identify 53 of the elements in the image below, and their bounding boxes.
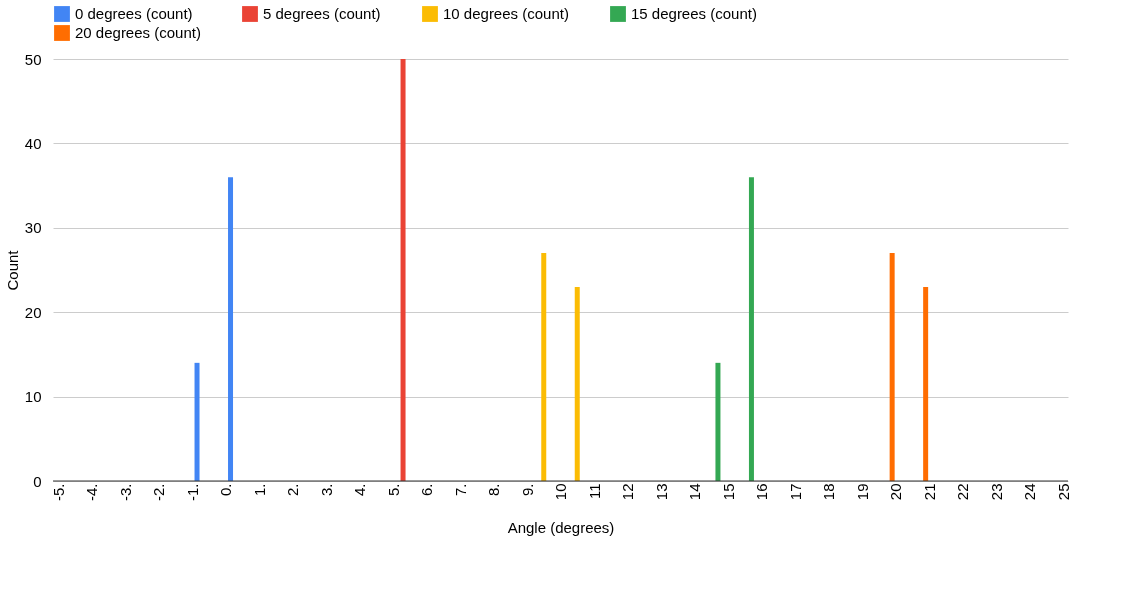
x-tick-label: 18 (820, 483, 837, 501)
x-tick-label: 12 (619, 483, 636, 501)
y-tick-label: 30 (24, 219, 42, 237)
x-tick-label: -1. (183, 483, 201, 502)
x-tick-label: 10 (552, 483, 569, 501)
y-tick-label: 0 (33, 472, 42, 490)
y-tick-label: 40 (24, 134, 42, 152)
bar (228, 177, 234, 481)
x-tick-label: 17 (786, 483, 804, 501)
legend-label: 5 degrees (count) (263, 5, 381, 22)
bar (574, 286, 580, 481)
legend-label: 20 degrees (count) (75, 24, 201, 41)
x-tick-label: 6. (418, 483, 435, 497)
bar (748, 177, 754, 481)
x-tick-label: 21 (920, 483, 938, 501)
bar (541, 253, 547, 481)
x-tick-label: 11 (585, 483, 603, 500)
x-tick-label: 2. (284, 483, 301, 497)
x-tick-label: -2. (150, 483, 167, 502)
legend-label: 15 degrees (count) (631, 5, 757, 22)
x-tick-label: 9. (518, 483, 536, 497)
legend-label: 10 degrees (count) (443, 5, 569, 22)
bar (194, 362, 200, 481)
x-axis-title: Angle (degrees) (507, 519, 615, 536)
x-tick-label: 25 (1054, 483, 1072, 501)
x-tick-label: 4. (351, 483, 368, 497)
bar (715, 362, 721, 481)
x-tick-label: 15 (719, 483, 737, 501)
y-tick-label: 20 (24, 303, 42, 321)
x-tick-label: 16 (753, 483, 770, 501)
bar (889, 253, 895, 481)
bar (400, 59, 406, 481)
y-axis-title: Count (3, 249, 21, 291)
x-tick-label: 22 (954, 483, 971, 501)
x-tick-label: 1. (250, 483, 268, 497)
bar (923, 286, 929, 481)
x-tick-label: 3. (317, 483, 335, 497)
x-tick-label: 7. (451, 483, 469, 497)
x-tick-label: 8. (485, 483, 502, 497)
x-tick-label: 13 (652, 483, 670, 501)
x-tick-label: 20 (887, 483, 904, 501)
x-tick-label: 0. (217, 483, 234, 497)
y-tick-label: 50 (24, 50, 42, 68)
x-tick-label: -5. (49, 483, 67, 502)
x-tick-label: 5. (384, 483, 402, 497)
x-tick-label: 23 (987, 483, 1005, 501)
y-tick-label: 10 (24, 388, 42, 406)
x-tick-label: 14 (686, 483, 703, 501)
x-tick-label: -3. (116, 483, 134, 502)
x-tick-label: -4. (83, 483, 100, 502)
x-tick-label: 24 (1021, 483, 1038, 501)
legend-label: 0 degrees (count) (75, 5, 193, 22)
x-tick-label: 19 (853, 483, 871, 501)
